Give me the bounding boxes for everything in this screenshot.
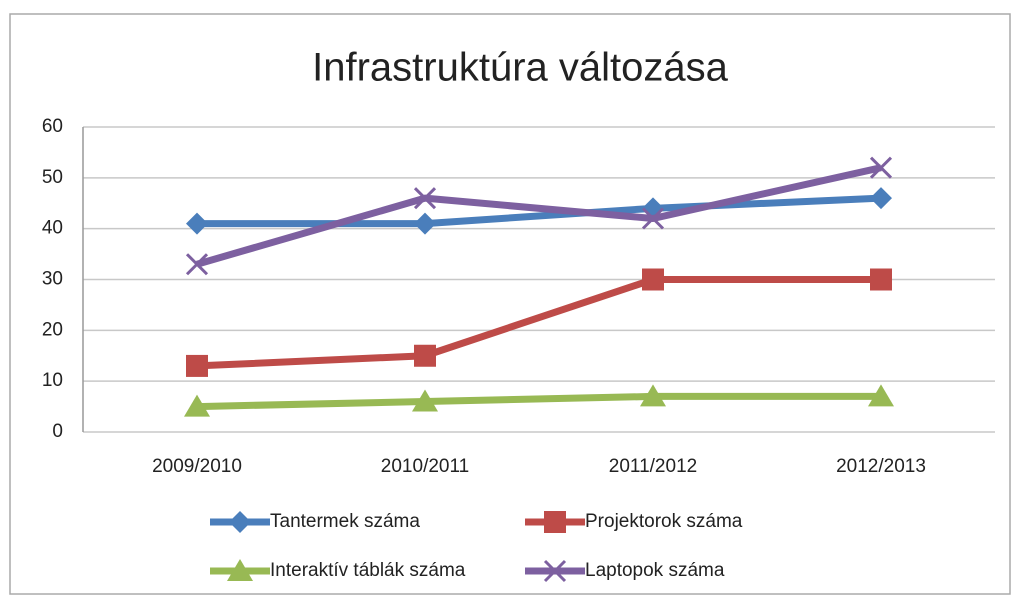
marker: [640, 384, 666, 407]
legend-label: Laptopok száma: [585, 560, 725, 581]
y-tick-label: 20: [42, 319, 63, 340]
marker: [869, 156, 893, 179]
series-line: [196, 164, 882, 268]
marker: [413, 187, 437, 210]
marker: [870, 268, 892, 291]
marker: [868, 384, 894, 407]
marker: [414, 212, 436, 235]
chart-border: [9, 13, 1011, 595]
marker: [185, 253, 209, 276]
y-tick-label: 30: [42, 269, 63, 290]
x-tick-label: 2009/2010: [152, 456, 242, 477]
marker: [412, 389, 438, 412]
y-tick-label: 40: [42, 218, 63, 239]
marker: [229, 511, 251, 533]
y-tick-label: 60: [42, 116, 63, 137]
marker: [543, 559, 567, 583]
marker: [414, 344, 436, 367]
x-tick-label: 2011/2012: [609, 456, 697, 477]
legend-label: Tantermek száma: [270, 511, 420, 532]
marker: [186, 212, 208, 235]
series-line: [196, 276, 881, 370]
marker: [186, 354, 208, 377]
y-tick-label: 0: [52, 421, 63, 442]
marker: [870, 187, 892, 210]
legend-label: Interaktív táblák száma: [270, 560, 466, 581]
x-tick-label: 2010/2011: [381, 456, 469, 477]
series-line: [196, 392, 881, 411]
legend-label: Projektorok száma: [585, 511, 743, 532]
marker: [641, 207, 665, 230]
y-tick-label: 10: [42, 370, 63, 391]
marker: [544, 511, 566, 533]
y-tick-label: 50: [42, 167, 63, 188]
marker: [227, 559, 253, 581]
marker: [184, 394, 210, 417]
marker: [642, 268, 664, 291]
chart-title: Infrastruktúra változása: [312, 46, 728, 90]
series-line: [197, 194, 882, 228]
x-tick-label: 2012/2013: [836, 456, 926, 477]
